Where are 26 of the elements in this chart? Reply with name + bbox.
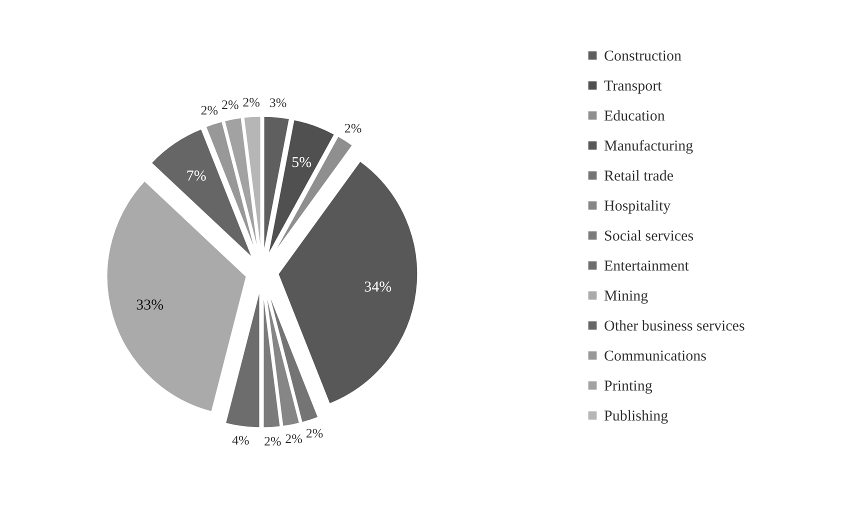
legend-label: Publishing	[604, 408, 669, 424]
data-label: 5%	[292, 155, 312, 172]
legend-label: Communications	[604, 348, 707, 364]
data-label: 2%	[264, 434, 282, 449]
data-label: 3%	[269, 94, 287, 110]
legend-label: Construction	[604, 48, 682, 64]
data-label: 2%	[306, 426, 324, 441]
legend-label: Retail trade	[604, 168, 674, 184]
legend-label: Entertainment	[604, 258, 690, 274]
legend-label: Printing	[604, 378, 653, 394]
data-label: 33%	[136, 298, 164, 314]
data-label: 2%	[285, 430, 303, 446]
data-label: 34%	[364, 280, 392, 296]
legend-label: Other business services	[604, 318, 745, 334]
legend-label: Manufacturing	[604, 138, 694, 154]
legend-label: Education	[604, 108, 666, 124]
data-label: 2%	[221, 97, 239, 112]
data-label: 2%	[242, 94, 260, 110]
data-label: 2%	[200, 102, 218, 118]
data-label: 2%	[344, 120, 362, 136]
legend-label: Mining	[604, 288, 649, 304]
legend-label: Hospitality	[604, 198, 672, 214]
data-label: 7%	[186, 168, 206, 184]
legend-label: Transport	[604, 78, 663, 94]
legend-label: Social services	[604, 228, 694, 244]
data-label: 4%	[232, 432, 250, 448]
